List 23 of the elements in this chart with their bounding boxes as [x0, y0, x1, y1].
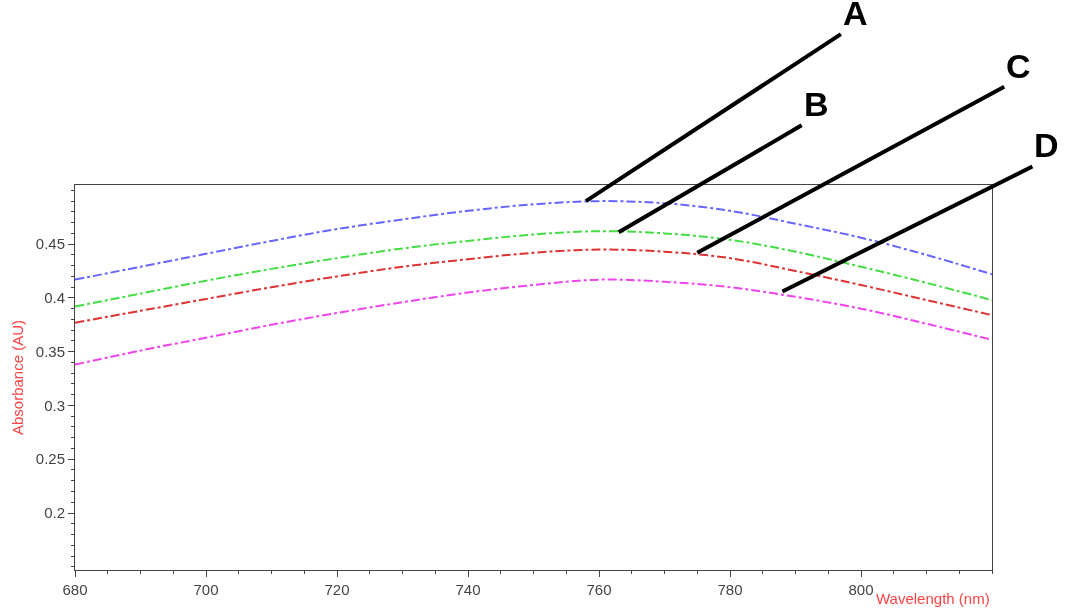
line-series: [75, 248, 992, 324]
x-axis-title: Wavelength (nm): [876, 590, 990, 607]
annotation: A: [843, 0, 868, 32]
y-axis-title: Absorbance (AU): [9, 319, 27, 436]
y-tick-label: 0.45: [35, 235, 65, 253]
y-tick-label: 0.4: [44, 289, 65, 307]
x-tick-label: 780: [717, 581, 743, 598]
y-tick-label: 0.2: [44, 504, 65, 522]
annotation: B: [804, 85, 829, 123]
line-series: [75, 230, 992, 308]
x-tick-label: 680: [62, 581, 88, 598]
line-series: [75, 278, 992, 366]
x-tick-label: 700: [193, 581, 219, 598]
y-tick-label: 0.25: [35, 450, 65, 468]
annotation: D: [1034, 126, 1059, 164]
y-tick-label: 0.3: [44, 396, 65, 414]
annotation: C: [1006, 47, 1031, 85]
y-tick-label: 0.35: [35, 342, 65, 360]
x-tick-label: 720: [324, 581, 350, 598]
x-tick-label: 800: [848, 581, 874, 598]
line-series: [75, 200, 992, 281]
x-tick-label: 760: [586, 581, 612, 598]
x-tick-label: 740: [455, 581, 481, 598]
